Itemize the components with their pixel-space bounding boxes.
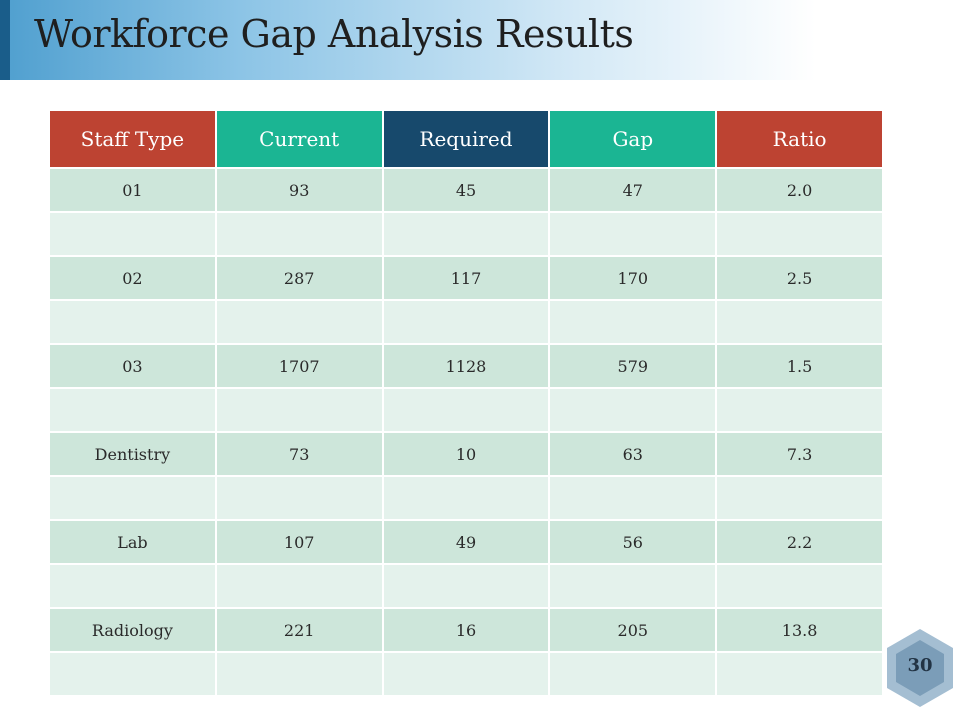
empty-cell (383, 301, 549, 343)
cell-required: 49 (383, 521, 549, 563)
cell-current: 287 (216, 257, 382, 299)
spacer-row (50, 477, 882, 519)
spacer-row (50, 389, 882, 431)
table-row: 01 93 45 47 2.0 (50, 169, 882, 211)
cell-current: 73 (216, 433, 382, 475)
cell-staff-type: 02 (50, 257, 215, 299)
empty-cell (717, 213, 882, 255)
table-row: Lab 107 49 56 2.2 (50, 521, 882, 563)
empty-cell (216, 653, 382, 695)
empty-cell (550, 477, 716, 519)
cell-staff-type: Lab (50, 521, 215, 563)
empty-cell (550, 301, 716, 343)
page-title: Workforce Gap Analysis Results (34, 12, 634, 56)
header-required: Required (383, 111, 549, 167)
cell-gap: 170 (550, 257, 716, 299)
badge-hexagon-inner (896, 640, 944, 696)
empty-cell (383, 565, 549, 607)
cell-required: 10 (383, 433, 549, 475)
empty-cell (383, 389, 549, 431)
header-current: Current (216, 111, 382, 167)
header-ratio: Ratio (717, 111, 882, 167)
empty-cell (50, 477, 215, 519)
empty-cell (717, 301, 882, 343)
empty-cell (383, 477, 549, 519)
cell-required: 45 (383, 169, 549, 211)
cell-ratio: 2.2 (717, 521, 882, 563)
table-row: 02 287 117 170 2.5 (50, 257, 882, 299)
cell-required: 117 (383, 257, 549, 299)
cell-required: 16 (383, 609, 549, 651)
header-gap: Gap (550, 111, 716, 167)
empty-cell (550, 213, 716, 255)
cell-gap: 56 (550, 521, 716, 563)
table-row: 03 1707 1128 579 1.5 (50, 345, 882, 387)
empty-cell (717, 477, 882, 519)
cell-required: 1128 (383, 345, 549, 387)
table-row: Dentistry 73 10 63 7.3 (50, 433, 882, 475)
empty-cell (50, 301, 215, 343)
empty-cell (216, 389, 382, 431)
spacer-row (50, 301, 882, 343)
cell-ratio: 2.0 (717, 169, 882, 211)
cell-gap: 205 (550, 609, 716, 651)
cell-staff-type: 01 (50, 169, 215, 211)
empty-cell (216, 477, 382, 519)
empty-cell (216, 213, 382, 255)
cell-gap: 63 (550, 433, 716, 475)
cell-current: 1707 (216, 345, 382, 387)
header-staff-type: Staff Type (50, 111, 215, 167)
cell-gap: 47 (550, 169, 716, 211)
title-accent-bar (0, 0, 10, 80)
empty-cell (550, 565, 716, 607)
empty-cell (383, 213, 549, 255)
cell-current: 107 (216, 521, 382, 563)
gap-analysis-table: Staff Type Current Required Gap Ratio 01… (48, 109, 884, 697)
cell-current: 221 (216, 609, 382, 651)
empty-cell (50, 389, 215, 431)
empty-cell (50, 213, 215, 255)
empty-cell (383, 653, 549, 695)
cell-ratio: 1.5 (717, 345, 882, 387)
empty-cell (50, 565, 215, 607)
cell-ratio: 13.8 (717, 609, 882, 651)
page-number-badge (887, 629, 953, 707)
table-header-row: Staff Type Current Required Gap Ratio (50, 111, 882, 167)
empty-cell (50, 653, 215, 695)
empty-cell (717, 565, 882, 607)
cell-ratio: 7.3 (717, 433, 882, 475)
title-bar (0, 0, 960, 80)
cell-ratio: 2.5 (717, 257, 882, 299)
empty-cell (216, 565, 382, 607)
table-row: Radiology 221 16 205 13.8 (50, 609, 882, 651)
empty-cell (717, 653, 882, 695)
page-number: 30 (907, 655, 933, 676)
cell-staff-type: Radiology (50, 609, 215, 651)
empty-cell (550, 653, 716, 695)
cell-staff-type: 03 (50, 345, 215, 387)
empty-cell (550, 389, 716, 431)
spacer-row (50, 565, 882, 607)
spacer-row (50, 653, 882, 695)
cell-gap: 579 (550, 345, 716, 387)
cell-staff-type: Dentistry (50, 433, 215, 475)
empty-cell (216, 301, 382, 343)
cell-current: 93 (216, 169, 382, 211)
spacer-row (50, 213, 882, 255)
empty-cell (717, 389, 882, 431)
